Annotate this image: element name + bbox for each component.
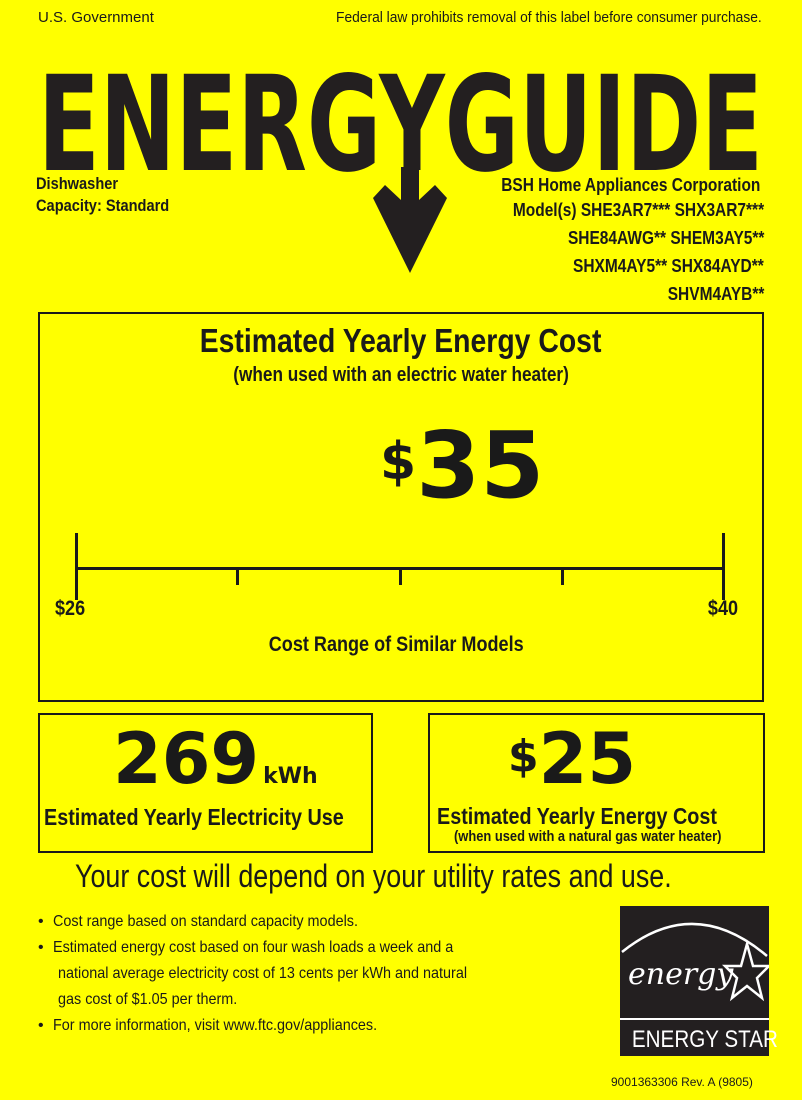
gas-cost-box bbox=[428, 713, 765, 853]
down-arrow-icon bbox=[373, 167, 447, 273]
energyguide-logo: ENERGYGUIDE bbox=[38, 55, 763, 273]
scale-tick bbox=[561, 568, 564, 585]
gas-cost-label: Estimated Yearly Energy Cost bbox=[437, 803, 717, 829]
government-label: U.S. Government bbox=[38, 9, 154, 26]
main-cost: $35 bbox=[380, 412, 545, 519]
gas-cost-sublabel: (when used with a natural gas water heat… bbox=[454, 828, 722, 845]
electricity-value: 269 kWh bbox=[113, 718, 318, 800]
model-line: SHXM4AY5** SHX84AYD** bbox=[573, 256, 764, 276]
scale-tick bbox=[236, 568, 239, 585]
electricity-use-box bbox=[38, 713, 373, 853]
gas-cost-value: $25 bbox=[508, 718, 637, 800]
energy-star-label: ENERGY STAR bbox=[631, 1026, 778, 1053]
capacity: Capacity: Standard bbox=[36, 196, 170, 215]
range-max: $40 bbox=[707, 597, 738, 620]
label-code: 9001363306 Rev. A (9805) bbox=[611, 1075, 753, 1089]
model-line: Model(s) SHE3AR7*** SHX3AR7*** bbox=[512, 200, 764, 220]
range-min: $26 bbox=[55, 597, 86, 620]
bullet-item: • Estimated energy cost based on four wa… bbox=[38, 939, 453, 956]
removal-notice: Federal law prohibits removal of this la… bbox=[336, 9, 762, 26]
energy-star-icon: energy bbox=[621, 922, 769, 1002]
scale-tick bbox=[399, 568, 402, 585]
manufacturer: BSH Home Appliances Corporation bbox=[500, 175, 760, 195]
energy-star-logo: energy ENERGY STAR bbox=[620, 906, 778, 1056]
main-title: Estimated Yearly Energy Cost bbox=[200, 322, 602, 359]
bullet-item: • For more information, visit www.ftc.go… bbox=[38, 1017, 377, 1034]
main-subtitle: (when used with an electric water heater… bbox=[233, 364, 569, 386]
scale-end-tick bbox=[722, 533, 725, 600]
svg-text:energy: energy bbox=[628, 957, 734, 992]
model-line: SHVM4AYB** bbox=[667, 284, 764, 304]
bullet-continuation: national average electricity cost of 13 … bbox=[58, 965, 468, 982]
utility-rate-notice: Your cost will depend on your utility ra… bbox=[75, 858, 672, 894]
energyguide-logo-text: ENERGYGUIDE bbox=[38, 55, 763, 202]
bullet-item: • Cost range based on standard capacity … bbox=[38, 913, 358, 930]
range-label: Cost Range of Similar Models bbox=[268, 633, 524, 656]
appliance-type: Dishwasher bbox=[36, 174, 119, 193]
model-line: SHE84AWG** SHEM3AY5** bbox=[567, 228, 764, 248]
scale-end-tick bbox=[75, 533, 78, 600]
electricity-label: Estimated Yearly Electricity Use bbox=[44, 804, 344, 830]
bullet-continuation: gas cost of $1.05 per therm. bbox=[58, 991, 238, 1008]
divider bbox=[620, 1018, 769, 1020]
yearly-cost-box bbox=[38, 312, 764, 702]
